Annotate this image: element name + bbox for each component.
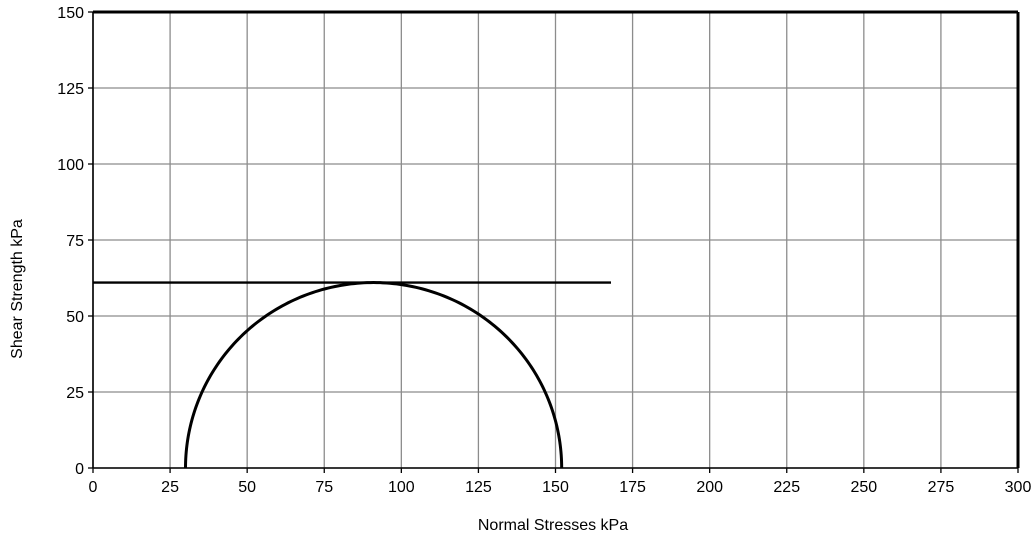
x-tick-label: 200 bbox=[696, 479, 723, 496]
x-tick-label: 250 bbox=[850, 479, 877, 496]
x-tick-label: 50 bbox=[238, 479, 256, 496]
y-tick-label: 150 bbox=[57, 5, 84, 22]
x-axis-title: Normal Stresses kPa bbox=[478, 517, 628, 534]
y-axis-title: Shear Strength kPa bbox=[9, 219, 26, 359]
x-tick-label: 225 bbox=[773, 479, 800, 496]
gridlines bbox=[88, 11, 1019, 473]
x-tick-label: 275 bbox=[928, 479, 955, 496]
y-tick-label: 0 bbox=[75, 461, 84, 478]
y-tick-label: 125 bbox=[57, 81, 84, 98]
plot-series bbox=[93, 281, 611, 469]
x-tick-label: 125 bbox=[465, 479, 492, 496]
x-tick-label: 75 bbox=[315, 479, 333, 496]
x-tick-label: 300 bbox=[1005, 479, 1032, 496]
x-tick-label: 0 bbox=[89, 479, 98, 496]
x-tick-label: 25 bbox=[161, 479, 179, 496]
x-tick-label: 175 bbox=[619, 479, 646, 496]
x-tick-label: 100 bbox=[388, 479, 415, 496]
y-tick-label: 25 bbox=[66, 385, 84, 402]
y-tick-label: 50 bbox=[66, 309, 84, 326]
x-tick-label: 150 bbox=[542, 479, 569, 496]
y-tick-label: 100 bbox=[57, 157, 84, 174]
mohr-circle bbox=[184, 281, 564, 469]
plot-frame bbox=[92, 10, 1020, 469]
tick-labels: 0 25 50 75 100 125 150 175 200 225 250 275 300 0 25 50 7… bbox=[57, 5, 1031, 496]
y-tick-label: 75 bbox=[66, 233, 84, 250]
